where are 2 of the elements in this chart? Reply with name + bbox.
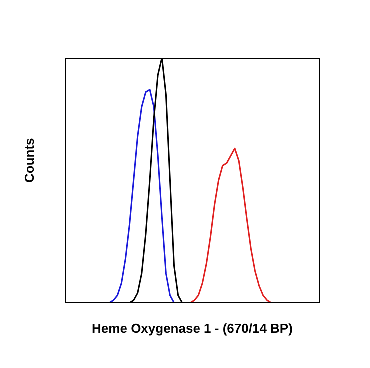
x-axis-title: Heme Oxygenase 1 - (670/14 BP) [91, 321, 294, 336]
y-axis-title: Counts [21, 138, 38, 183]
